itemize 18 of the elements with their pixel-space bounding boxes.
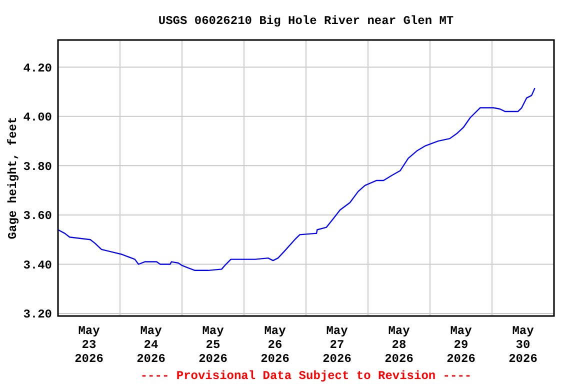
- x-tick-label: May 28 2026: [384, 324, 414, 366]
- x-tick-label: May 26 2026: [260, 324, 290, 366]
- y-axis-title: Gage height, feet: [6, 116, 20, 240]
- text: ---- Provisional Data Subject to Revision ----: [140, 369, 472, 383]
- x-tick-label: May 23 2026: [74, 324, 104, 366]
- y-tick-label: 3.20: [23, 308, 52, 322]
- line-series: [57, 87, 536, 272]
- y-tick-label: 3.80: [23, 160, 52, 174]
- x-tick-label: May 30 2026: [508, 324, 538, 366]
- x-tick-label: May 25 2026: [198, 324, 228, 366]
- x-tick-label: May 24 2026: [136, 324, 166, 366]
- x-tick-label: May 29 2026: [446, 324, 476, 366]
- y-tick-label: 3.60: [23, 209, 52, 224]
- y-tick-label: 3.40: [23, 258, 52, 272]
- chart-title: USGS 06026210 Big Hole River near Glen MT: [158, 14, 454, 28]
- y-tick-label: 4.00: [23, 110, 52, 125]
- y-tick-label: 4.20: [23, 61, 52, 76]
- x-tick-label: May 27 2026: [322, 324, 352, 366]
